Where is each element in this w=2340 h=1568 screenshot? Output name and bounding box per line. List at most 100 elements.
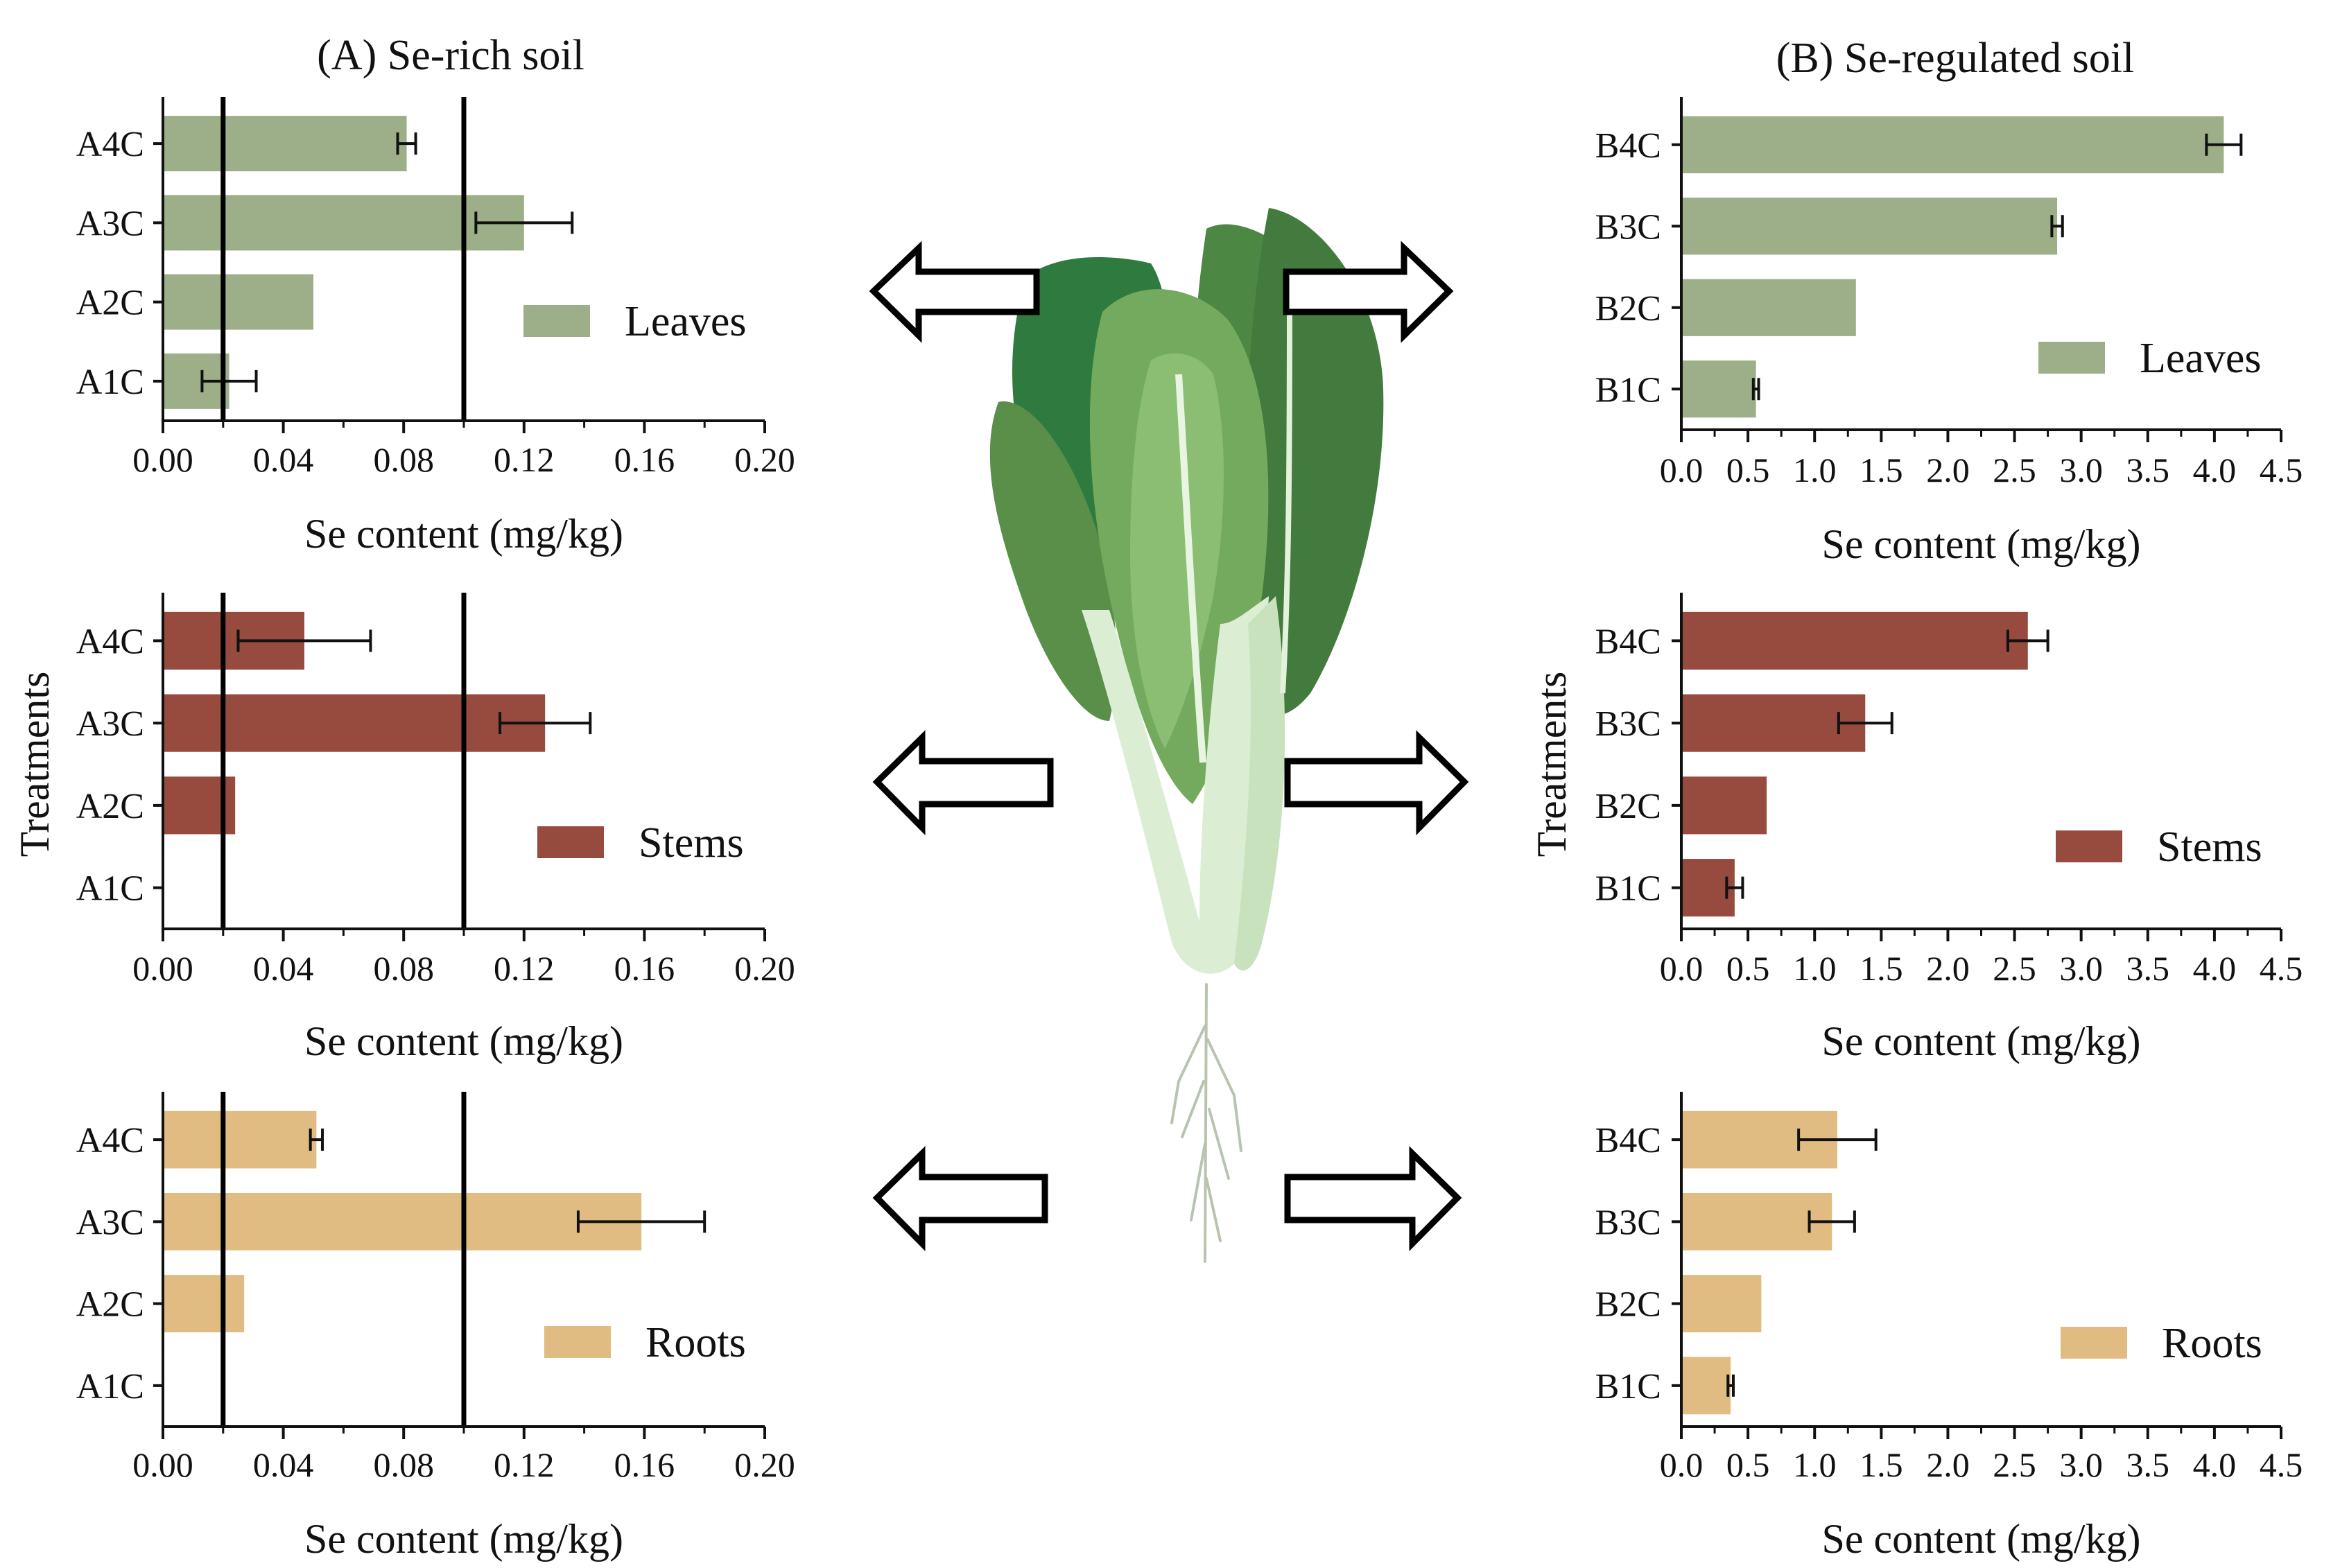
legend-swatch xyxy=(2061,1327,2127,1359)
error-bar-B4C xyxy=(2205,133,2243,156)
x-tick-label: 0.12 xyxy=(494,949,555,988)
bar-B4C xyxy=(1681,611,2028,670)
category-label-B2C: B2C xyxy=(1595,1285,1661,1325)
x-tick-label: 1.0 xyxy=(1793,949,1837,988)
category-label-A1C: A1C xyxy=(76,363,144,402)
error-bar-B3C xyxy=(1837,712,1893,735)
x-tick-label: 0.16 xyxy=(614,1445,675,1484)
bar-B2C xyxy=(1681,1275,1762,1333)
category-label-B1C: B1C xyxy=(1595,370,1661,410)
x-tick-label: 3.5 xyxy=(2126,1445,2170,1484)
x-tick-label: 0.04 xyxy=(253,1445,314,1484)
x-tick-label: 3.5 xyxy=(2126,949,2170,988)
error-bar-B1C xyxy=(1726,1374,1735,1397)
x-tick-label: 1.5 xyxy=(1860,1445,1903,1484)
bar-A4C xyxy=(163,1110,317,1169)
chart-B-leaves: B4C B3C B2C B1C 0.0 0.5 1.0 1.5 2.0 2.5 3.0 3.5 4.0 4… xyxy=(1595,97,2303,567)
category-label-A4C: A4C xyxy=(76,622,144,661)
category-label-A4C: A4C xyxy=(76,1121,144,1160)
x-tick-label: 0.16 xyxy=(614,440,675,479)
legend-label: Leaves xyxy=(2140,335,2262,382)
x-tick-label: 0.00 xyxy=(132,949,193,988)
legend: Leaves xyxy=(523,298,747,345)
x-tick-label: 4.5 xyxy=(2260,451,2303,489)
x-tick-label: 4.0 xyxy=(2193,451,2237,489)
error-bar-A3C xyxy=(474,211,574,234)
legend-label: Leaves xyxy=(625,298,747,345)
chart-A-roots: A4C A3C A2C A1C 0.00 0.04 0.08 0.12 0.16 0.20 Se c… xyxy=(76,1092,795,1562)
x-tick-label: 0.08 xyxy=(373,440,434,479)
bar-A2C xyxy=(163,1275,245,1333)
bar-B3C xyxy=(1681,1192,1832,1251)
bar-B2C xyxy=(1681,279,1856,336)
x-tick-label: 0.08 xyxy=(373,1445,434,1484)
x-tick-label: 2.0 xyxy=(1926,451,1970,489)
x-tick-label: 4.5 xyxy=(2260,949,2303,988)
legend-label: Stems xyxy=(2157,824,2262,871)
category-label-A3C: A3C xyxy=(76,1203,144,1242)
bar-A3C xyxy=(163,1192,642,1251)
x-tick-label: 4.5 xyxy=(2260,1445,2303,1484)
x-tick-label: 1.0 xyxy=(1793,451,1837,489)
legend-swatch xyxy=(523,305,590,337)
x-tick-label: 0.20 xyxy=(734,949,795,988)
x-axis-label: Se content (mg/kg) xyxy=(304,1018,623,1064)
x-tick-label: 3.0 xyxy=(2059,949,2103,988)
error-bar-A1C xyxy=(200,369,258,392)
chart-B-stems: B4C B3C B2C B1C 0.0 0.5 1.0 1.5 2.0 2.5 3.0 3.5 4.0 4… xyxy=(1529,593,2303,1064)
legend: Stems xyxy=(537,819,744,866)
category-label-B1C: B1C xyxy=(1595,1367,1661,1406)
chart-A-leaves: A4C A3C A2C A1C 0.00 0.04 0.08 0.12 0.16 0.20 Se c… xyxy=(76,97,795,557)
error-bar-A4C xyxy=(236,629,372,652)
category-label-B3C: B3C xyxy=(1595,207,1661,247)
x-tick-label: 0.00 xyxy=(132,440,193,479)
x-tick-label: 2.5 xyxy=(1993,451,2036,489)
x-tick-label: 1.5 xyxy=(1860,949,1903,988)
category-label-A3C: A3C xyxy=(76,204,144,243)
error-bar-A3C xyxy=(576,1210,707,1233)
x-axis-label: Se content (mg/kg) xyxy=(304,1516,623,1562)
category-label-A3C: A3C xyxy=(76,704,144,744)
category-label-A1C: A1C xyxy=(76,1367,144,1406)
legend-swatch xyxy=(544,1326,611,1358)
category-label-A4C: A4C xyxy=(76,125,144,164)
error-bar-A4C xyxy=(309,1129,324,1151)
legend-label: Roots xyxy=(645,1319,746,1366)
category-label-A2C: A2C xyxy=(76,284,144,323)
bar-A3C xyxy=(163,694,546,752)
x-tick-label: 0.0 xyxy=(1660,1445,1704,1484)
legend-swatch xyxy=(537,826,604,858)
error-bar-B3C xyxy=(1808,1210,1856,1233)
bar-A4C xyxy=(163,116,407,172)
category-label-B4C: B4C xyxy=(1595,1121,1661,1160)
bok-choy-icon xyxy=(989,208,1384,1263)
x-tick-label: 1.0 xyxy=(1793,1445,1837,1484)
x-axis-label: Se content (mg/kg) xyxy=(1822,1516,2141,1562)
x-tick-label: 0.12 xyxy=(494,1445,555,1484)
legend: Roots xyxy=(544,1319,746,1366)
x-tick-label: 0.04 xyxy=(253,440,314,479)
bar-B1C xyxy=(1681,360,1756,418)
x-tick-label: 3.0 xyxy=(2059,451,2103,489)
legend: Roots xyxy=(2061,1320,2262,1367)
error-bar-B1C xyxy=(1751,378,1760,401)
error-bar-B4C xyxy=(2006,629,2049,652)
legend: Stems xyxy=(2056,824,2262,871)
category-label-B4C: B4C xyxy=(1595,622,1661,661)
error-bar-A3C xyxy=(499,712,592,735)
x-tick-label: 0.5 xyxy=(1726,1445,1770,1484)
x-tick-label: 0.0 xyxy=(1660,949,1704,988)
x-tick-label: 4.0 xyxy=(2193,1445,2237,1484)
bar-A2C xyxy=(163,274,313,330)
x-tick-label: 0.12 xyxy=(494,440,555,479)
legend: Leaves xyxy=(2038,335,2262,382)
bar-B1C xyxy=(1681,1357,1731,1415)
legend-swatch xyxy=(2056,830,2122,862)
x-axis-label: Se content (mg/kg) xyxy=(1822,1018,2141,1064)
error-bar-B3C xyxy=(2050,215,2064,238)
x-tick-label: 0.0 xyxy=(1660,451,1704,489)
category-label-A2C: A2C xyxy=(76,787,144,826)
category-label-B3C: B3C xyxy=(1595,704,1661,744)
category-label-B1C: B1C xyxy=(1595,869,1661,909)
